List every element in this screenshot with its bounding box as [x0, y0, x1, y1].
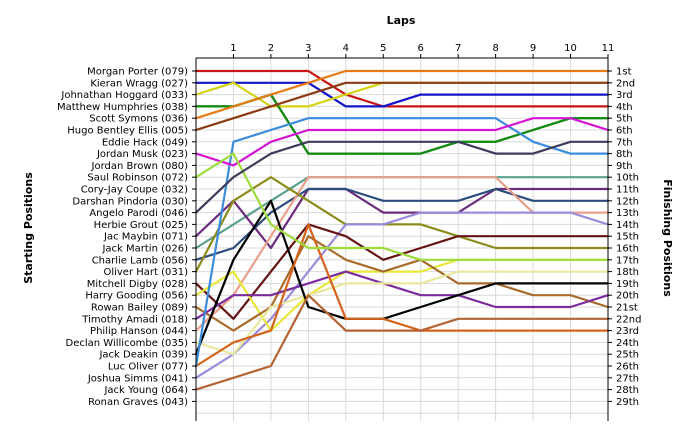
driver-label: Philip Hanson (044) [90, 326, 188, 337]
driver-label: Charlie Lamb (056) [92, 255, 188, 266]
driver-series-line [194, 81, 610, 132]
driver-label: Luc Oliver (077) [108, 362, 188, 373]
driver-series-line [194, 117, 610, 368]
finishing-position-label: 4th [616, 102, 633, 113]
finishing-position-label: 7th [616, 137, 633, 148]
lap-tick-label: 4 [343, 43, 349, 54]
driver-label: Morgan Porter (079) [87, 67, 188, 78]
lap-tick-label: 8 [492, 43, 498, 54]
driver-label: Mitchell Digby (028) [87, 279, 188, 290]
finishing-position-label: 12th [616, 196, 639, 207]
driver-label: Ronan Graves (043) [88, 397, 188, 408]
driver-series-line [194, 69, 610, 120]
driver-label: Hugo Bentley Ellis (005) [67, 126, 188, 137]
driver-label: Matthew Humphries (038) [57, 102, 188, 113]
finishing-position-label: 13th [616, 208, 639, 219]
grid [195, 58, 609, 421]
lap-tick-label: 6 [418, 43, 424, 54]
driver-label: Jac Maybin (071) [103, 232, 188, 243]
driver-series-line [194, 140, 610, 214]
driver-label: Harry Gooding (056) [85, 291, 188, 302]
finishing-position-label: 28th [616, 385, 639, 396]
lap-tick-label: 5 [380, 43, 386, 54]
finishing-position-label: 10th [616, 173, 639, 184]
driver-series-line [194, 270, 610, 320]
driver-label: Jordan Brown (080) [91, 161, 189, 172]
finishing-position-label: 24th [616, 338, 639, 349]
lap-tick-label: 3 [305, 43, 311, 54]
x-axis-title: Laps [387, 14, 416, 27]
finishing-position-label: 21st [616, 303, 638, 314]
driver-series-line [194, 223, 610, 368]
driver-series-line [194, 117, 610, 167]
finishing-position-label: 23rd [616, 326, 639, 337]
driver-series-line [194, 294, 610, 391]
axes: 1 2 3 4 5 6 7 8 9 10 11 Morgan Porter (079)Kieran W… [57, 43, 641, 421]
finishing-position-label: 15th [616, 232, 639, 243]
finishing-position-label: 6th [616, 126, 633, 137]
driver-series-line [194, 93, 610, 155]
finishing-position-label: 1st [616, 67, 632, 78]
driver-label: Oliver Hart (031) [103, 267, 188, 278]
driver-label: Timothy Amadi (018) [81, 314, 188, 325]
driver-label: Declan Willicombe (035) [66, 338, 189, 349]
finishing-position-label: 17th [616, 255, 639, 266]
driver-label: Kieran Wragg (027) [90, 78, 188, 89]
finishing-position-label: 20th [616, 291, 639, 302]
series-lines [194, 69, 610, 391]
finishing-position-label: 26th [616, 362, 639, 373]
finishing-position-label: 14th [616, 220, 639, 231]
finishing-position-label: 22nd [616, 314, 641, 325]
driver-label: Jack Martin (026) [101, 244, 188, 255]
left-axis-title: Starting Positions [22, 172, 35, 284]
lap-tick-label: 1 [230, 43, 236, 54]
driver-series-line [194, 270, 610, 356]
finishing-position-label: 18th [616, 267, 639, 278]
driver-series-line [194, 187, 610, 250]
finishing-position-label: 25th [616, 350, 639, 361]
driver-series-line [194, 187, 610, 261]
driver-label: Herbie Grout (025) [94, 220, 188, 231]
driver-label: Rowan Bailey (089) [91, 303, 188, 314]
finishing-position-label: 11th [616, 185, 639, 196]
driver-series-line [194, 235, 610, 332]
driver-series-line [194, 152, 610, 261]
driver-label: Saul Robinson (072) [87, 173, 188, 184]
driver-label: Angelo Parodi (046) [89, 208, 188, 219]
driver-label: Johnathan Hoggard (033) [60, 90, 188, 101]
driver-series-line [194, 176, 610, 273]
driver-label: Cory-Jay Coupe (032) [81, 185, 188, 196]
driver-series-line [194, 211, 610, 379]
finishing-position-label: 5th [616, 114, 633, 125]
driver-label: Jordan Musk (023) [96, 149, 188, 160]
finishing-position-label: 19th [616, 279, 639, 290]
driver-label: Jack Deakin (039) [98, 350, 188, 361]
finishing-position-label: 29th [616, 397, 639, 408]
lap-tick-label: 7 [455, 43, 461, 54]
finishing-position-label: 9th [616, 161, 633, 172]
driver-series-line [194, 69, 610, 108]
finishing-position-label: 27th [616, 373, 639, 384]
lap-tick-label: 10 [564, 43, 577, 54]
driver-series-line [194, 93, 610, 155]
lap-tick-label: 11 [602, 43, 615, 54]
lap-tick-label: 9 [530, 43, 536, 54]
driver-label: Darshan Pindoria (030) [72, 196, 188, 207]
driver-label: Eddie Hack (049) [102, 137, 188, 148]
finishing-position-label: 3rd [616, 90, 633, 101]
finishing-position-label: 2nd [616, 78, 635, 89]
driver-series-line [194, 81, 610, 108]
lap-tick-label: 2 [268, 43, 274, 54]
driver-label: Jack Young (064) [103, 385, 188, 396]
right-axis-title: Finishing Positions [661, 179, 674, 297]
driver-label: Joshua Simms (041) [87, 373, 188, 384]
finishing-position-label: 16th [616, 244, 639, 255]
driver-label: Scott Symons (036) [89, 114, 188, 125]
finishing-position-label: 8th [616, 149, 633, 160]
